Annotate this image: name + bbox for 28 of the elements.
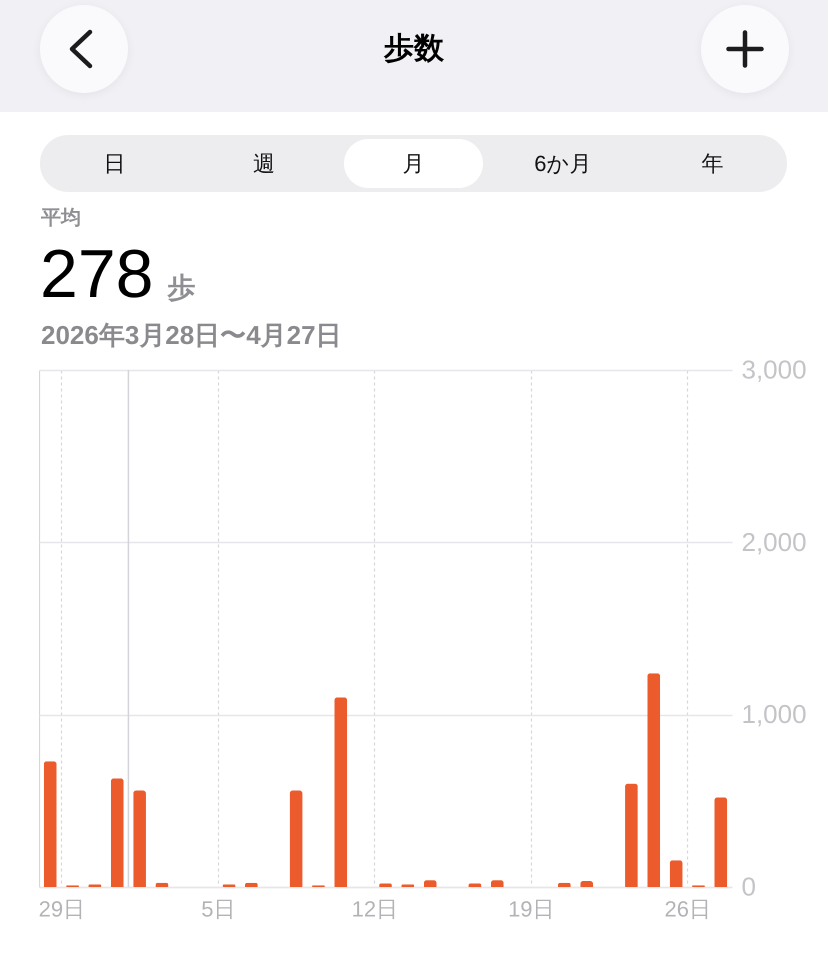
text: 2026年3月28日〜4月27日: [41, 319, 342, 351]
bar: [379, 884, 392, 887]
x-tick-label: 19日: [508, 896, 555, 922]
y-tick-label: 1,000: [742, 699, 807, 730]
y-tick-label: 3,000: [742, 354, 807, 384]
bar: [625, 784, 638, 887]
x-tick-label: 26日: [664, 896, 712, 922]
bar: [401, 884, 414, 887]
bar: [468, 884, 482, 887]
text: 歩: [167, 271, 196, 305]
bar: [580, 880, 594, 887]
y-tick-label: 2,000: [742, 526, 807, 557]
bar: [714, 797, 728, 887]
bar: [670, 860, 682, 887]
text: 平均: [41, 206, 81, 231]
y-tick-label: 0: [742, 872, 756, 902]
x-tick-label: 5日: [201, 896, 236, 922]
x-tick-label: 12日: [352, 896, 398, 922]
bar: [110, 778, 124, 887]
segmented-control: 日 週 月 6か月 年: [40, 135, 787, 192]
chart-title: 歩数: [382, 31, 445, 67]
x-tick-label: 29日: [38, 896, 86, 922]
bar: [334, 697, 348, 887]
bar: [290, 790, 302, 887]
text: 278: [40, 236, 154, 312]
bar: [44, 761, 57, 887]
bar: [133, 790, 146, 887]
bar: [647, 673, 660, 887]
